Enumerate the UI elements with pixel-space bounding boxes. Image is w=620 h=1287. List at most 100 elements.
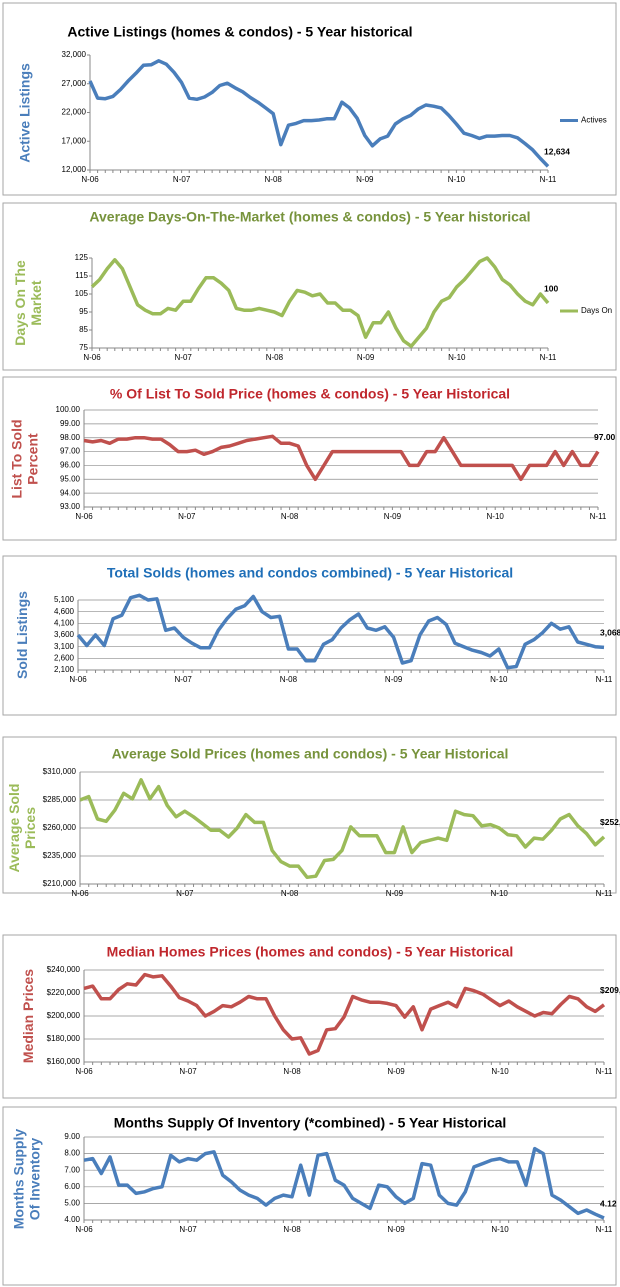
x-tick-label: N-09 <box>387 1225 405 1234</box>
y-tick-label: 8.00 <box>64 1149 80 1158</box>
chart-title: Median Homes Prices (homes and condos) -… <box>107 944 514 960</box>
x-tick-label: N-11 <box>596 1067 613 1076</box>
panel <box>2 202 617 371</box>
chart-title: Average Days-On-The-Market (homes & cond… <box>89 209 530 225</box>
y-tick-label: $260,000 <box>43 823 77 832</box>
y-tick-label: 93.00 <box>60 502 81 511</box>
y-tick-label: 94.00 <box>60 488 81 497</box>
x-tick-label: N-06 <box>83 353 101 362</box>
x-tick-label: N-11 <box>590 512 607 521</box>
x-tick-label: N-10 <box>487 512 505 521</box>
y-axis-label: Days On The Market <box>12 260 44 346</box>
legend-label: Days On <box>581 306 612 315</box>
y-tick-label: 100.00 <box>56 405 81 414</box>
x-tick-label: N-06 <box>81 175 99 184</box>
x-tick-label: N-09 <box>385 675 403 684</box>
y-axis-label: List To Sold Percent <box>8 418 40 499</box>
x-tick-label: N-10 <box>448 353 466 362</box>
x-tick-label: N-10 <box>491 1067 509 1076</box>
y-tick-label: 4,600 <box>54 607 75 616</box>
y-tick-label: 105 <box>75 289 89 298</box>
y-axis-label: Months Supply Of Inventory <box>10 1128 42 1229</box>
chart-title: Active Listings (homes & condos) - 5 Yea… <box>67 24 412 40</box>
y-tick-label: 5.00 <box>64 1199 80 1208</box>
x-tick-label: N-07 <box>175 675 193 684</box>
panel <box>2 934 617 1099</box>
y-tick-label: 22,000 <box>62 108 87 117</box>
x-tick-label: N-11 <box>596 1225 613 1234</box>
x-tick-label: N-06 <box>71 889 89 898</box>
y-tick-label: 97.00 <box>60 447 81 456</box>
data-label: $209,707 <box>600 985 620 995</box>
y-tick-label: 4,100 <box>54 618 75 627</box>
x-tick-label: N-10 <box>491 889 509 898</box>
x-tick-label: N-07 <box>178 512 196 521</box>
y-tick-label: 32,000 <box>62 50 87 59</box>
x-tick-label: N-10 <box>491 1225 509 1234</box>
y-axis-label: Median Prices <box>20 968 36 1064</box>
series-line <box>88 59 550 168</box>
y-tick-label: $310,000 <box>43 767 77 776</box>
x-tick-label: N-10 <box>448 175 466 184</box>
y-tick-label: $240,000 <box>47 965 81 974</box>
y-tick-label: $220,000 <box>47 988 81 997</box>
y-tick-label: 4.00 <box>64 1215 80 1224</box>
y-tick-label: 17,000 <box>62 136 87 145</box>
y-tick-label: 95 <box>79 307 88 316</box>
x-tick-label: N-11 <box>540 175 557 184</box>
series-line <box>83 972 606 1056</box>
y-tick-label: 7.00 <box>64 1165 80 1174</box>
data-label: 97.00 <box>594 432 616 442</box>
y-axis-label: Sold Listings <box>14 591 30 679</box>
y-tick-label: 85 <box>79 325 88 334</box>
y-tick-label: 6.00 <box>64 1182 80 1191</box>
x-tick-label: N-09 <box>387 1067 405 1076</box>
x-tick-label: N-11 <box>540 353 557 362</box>
y-tick-label: 2,100 <box>54 665 75 674</box>
x-tick-label: N-09 <box>356 175 374 184</box>
y-tick-label: 95.00 <box>60 474 81 483</box>
x-tick-label: N-06 <box>75 1225 93 1234</box>
x-tick-label: N-07 <box>173 175 191 184</box>
data-label: 100 <box>544 283 558 293</box>
panel <box>2 736 617 894</box>
data-label: 12,634 <box>544 147 570 157</box>
chart-title: Months Supply Of Inventory (*combined) -… <box>114 1115 507 1131</box>
y-tick-label: $235,000 <box>43 851 77 860</box>
panel <box>2 555 617 716</box>
x-tick-label: N-07 <box>176 889 194 898</box>
x-tick-label: N-08 <box>283 1067 301 1076</box>
data-label: $252,009 <box>600 817 620 827</box>
y-tick-label: $200,000 <box>47 1011 81 1020</box>
x-tick-label: N-08 <box>280 675 298 684</box>
y-tick-label: $210,000 <box>43 879 77 888</box>
chart-title: Total Solds (homes and condos combined) … <box>107 565 513 581</box>
x-tick-label: N-08 <box>266 353 284 362</box>
x-tick-label: N-06 <box>69 675 87 684</box>
x-tick-label: N-06 <box>75 1067 93 1076</box>
y-tick-label: 3,100 <box>54 642 75 651</box>
series-line <box>83 434 600 482</box>
x-tick-label: N-07 <box>175 353 193 362</box>
y-tick-label: $180,000 <box>47 1034 81 1043</box>
x-tick-label: N-06 <box>75 512 93 521</box>
series-line <box>90 256 550 348</box>
x-tick-label: N-09 <box>357 353 375 362</box>
panel <box>2 376 617 541</box>
data-label: 3,068 <box>600 628 620 638</box>
x-tick-label: N-08 <box>281 889 299 898</box>
x-tick-label: N-08 <box>281 512 299 521</box>
y-tick-label: 99.00 <box>60 419 81 428</box>
y-tick-label: 96.00 <box>60 461 81 470</box>
y-tick-label: $160,000 <box>47 1057 81 1066</box>
x-tick-label: N-08 <box>265 175 283 184</box>
x-tick-label: N-08 <box>283 1225 301 1234</box>
y-tick-label: 12,000 <box>62 165 87 174</box>
x-tick-label: N-07 <box>179 1225 197 1234</box>
x-tick-label: N-09 <box>384 512 402 521</box>
data-label: 4.12 <box>600 1198 617 1208</box>
y-tick-label: 75 <box>79 343 88 352</box>
y-tick-label: 98.00 <box>60 433 81 442</box>
x-tick-label: N-09 <box>386 889 404 898</box>
legend-label: Actives <box>581 116 607 125</box>
